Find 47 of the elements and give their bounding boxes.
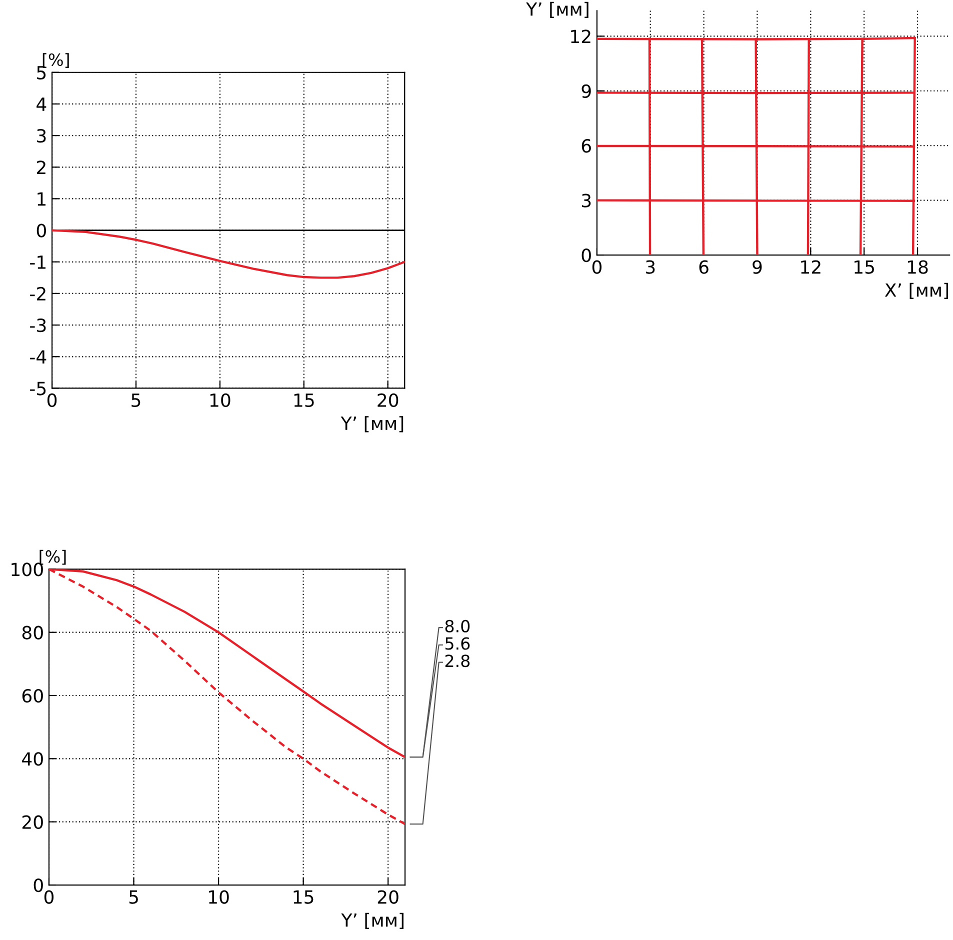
y-tick-label: 0 bbox=[582, 248, 591, 262]
x-tick-label: 15 bbox=[854, 260, 874, 274]
x-tick-label: 18 bbox=[908, 260, 928, 274]
y-tick-label: -3 bbox=[30, 318, 46, 332]
x-axis-title: X’ [мм] bbox=[884, 282, 948, 300]
y-tick-label: 0 bbox=[36, 224, 46, 238]
y-tick-label: 60 bbox=[22, 688, 43, 703]
y-tick-label: -4 bbox=[30, 350, 46, 364]
x-tick-label: 9 bbox=[752, 260, 762, 274]
y-tick-label: 5 bbox=[37, 66, 46, 80]
x-tick-label: 10 bbox=[209, 890, 229, 904]
y-tick-label: -5 bbox=[30, 382, 46, 396]
y-axis-title: [%] bbox=[42, 53, 69, 68]
x-tick-label: 5 bbox=[129, 890, 138, 904]
annotation: 5.6 bbox=[445, 637, 470, 650]
x-tick-label: 15 bbox=[294, 890, 314, 904]
y-tick-label: 9 bbox=[582, 84, 591, 98]
x-tick-label: 20 bbox=[378, 890, 398, 904]
text: 2.8 bbox=[445, 654, 470, 668]
x-tick-label: 0 bbox=[592, 260, 602, 274]
x-tick-label: 6 bbox=[699, 260, 708, 274]
y-tick-label: 12 bbox=[571, 30, 590, 44]
y-tick-label: 40 bbox=[22, 752, 43, 766]
x-axis-title: Y’ [мм] bbox=[340, 416, 404, 432]
y-tick-label: 4 bbox=[36, 98, 46, 111]
y-tick-label: 80 bbox=[22, 626, 43, 640]
x-tick-label: 3 bbox=[646, 260, 655, 274]
y-tick-label: 100 bbox=[12, 562, 43, 576]
y-tick-label: 2 bbox=[37, 160, 46, 174]
y-tick-label: 3 bbox=[37, 129, 46, 143]
x-tick-label: 15 bbox=[294, 394, 314, 408]
x-tick-label: 0 bbox=[47, 393, 57, 408]
x-tick-label: 10 bbox=[210, 393, 230, 408]
y-axis-title: [%] bbox=[40, 550, 66, 565]
text: 8.0 bbox=[445, 620, 470, 632]
y-tick-label: -2 bbox=[30, 286, 46, 300]
y-tick-label: 20 bbox=[22, 815, 43, 829]
y-tick-label: 6 bbox=[582, 139, 591, 153]
x-tick-label: 5 bbox=[132, 394, 140, 408]
y-tick-label: 0 bbox=[34, 878, 43, 892]
x-tick-label: 20 bbox=[378, 393, 398, 408]
x-tick-label: 12 bbox=[801, 260, 820, 274]
y-tick-label: -1 bbox=[30, 256, 46, 269]
y-axis-title: Y’ [мм] bbox=[526, 2, 588, 18]
y-tick-label: 3 bbox=[582, 194, 591, 208]
x-axis-title: Y’ [мм] bbox=[341, 912, 404, 929]
y-tick-label: 1 bbox=[38, 192, 46, 206]
